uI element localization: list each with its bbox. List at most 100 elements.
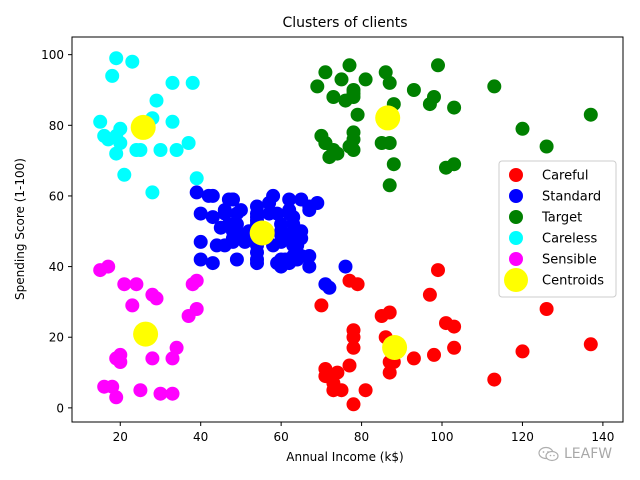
point-careless-17 [165,75,180,90]
point-careless-8 [113,136,128,150]
point-sensible-2 [101,259,116,274]
point-careless-19 [169,143,184,157]
point-target-8 [330,146,345,161]
legend-box [498,160,617,298]
point-sensible-21 [189,273,204,288]
legend-label-sensible: Sensible [542,253,597,268]
point-careful-32 [583,337,598,352]
point-standard-62 [286,210,301,225]
point-standard-53 [282,192,297,207]
point-target-36 [515,121,530,136]
point-standard-24 [233,203,248,218]
point-careful-9 [346,397,361,412]
point-target-0 [310,79,325,94]
point-target-16 [346,86,361,101]
legend: Careful Standard Target Careless Sensible Cen… [498,160,617,298]
point-careful-11 [346,340,361,355]
point-standard-78 [237,234,252,249]
point-target-6 [326,90,341,104]
point-target-33 [447,100,462,115]
point-careful-23 [422,287,437,302]
point-standard-35 [250,199,264,214]
point-target-30 [427,90,441,104]
y-tick-label-20: 20 [49,331,64,345]
point-standard-0 [189,185,204,200]
point-careful-12 [346,330,361,345]
y-tick-label-100: 100 [41,48,64,62]
point-standard-66 [294,224,309,239]
point-standard-22 [229,252,244,267]
point-careful-25 [431,263,445,278]
point-standard-6 [205,210,220,225]
y-tick-label-60: 60 [49,189,64,203]
legend-label-standard: Standard [542,190,601,205]
x-tick-label-80: 80 [354,430,369,444]
x-axis-label: Annual Income (k$) [286,450,403,464]
point-sensible-3 [105,379,120,394]
point-target-31 [431,58,445,73]
centroid-point-1 [249,220,275,246]
watermark: LEAFW [538,444,630,464]
point-target-11 [342,58,357,73]
point-sensible-15 [153,386,168,401]
point-target-24 [382,136,397,150]
point-target-9 [334,72,349,87]
y-tick-label-40: 40 [49,260,64,274]
legend-label-centroids: Centroids [542,274,604,289]
point-standard-77 [229,217,244,232]
point-target-18 [346,143,361,157]
point-careful-13 [350,277,365,292]
point-careful-6 [334,383,349,398]
point-standard-1 [193,206,208,221]
point-target-19 [350,107,365,122]
point-sensible-11 [133,383,148,398]
point-sensible-7 [113,355,128,369]
x-tick-label-60: 60 [273,430,288,444]
point-careful-29 [487,372,502,387]
plot-frame [71,36,624,423]
point-careless-10 [125,54,140,69]
point-sensible-4 [109,390,124,405]
point-careful-31 [539,302,554,316]
wechat-icon [538,446,559,462]
y-tick-label-80: 80 [49,119,64,133]
point-careful-24 [427,347,441,362]
centroid-point-2 [382,335,408,360]
point-careless-21 [185,75,200,90]
point-careless-15 [149,93,164,108]
point-sensible-14 [149,291,164,306]
point-sensible-12 [145,351,160,366]
legend-marker-centroids [504,268,528,292]
point-target-25 [382,75,397,90]
point-target-20 [358,72,373,87]
point-standard-2 [193,234,208,249]
centroid-point-4 [133,321,159,347]
point-standard-73 [310,196,325,210]
legend-marker-careful [509,168,523,182]
point-sensible-8 [117,277,132,292]
data-points [93,51,598,412]
point-target-28 [406,83,421,97]
point-standard-12 [217,206,232,221]
point-careful-17 [382,305,397,320]
legend-label-target: Target [541,211,582,226]
legend-label-careless: Careless [542,232,597,247]
point-standard-41 [270,206,285,221]
point-careless-3 [105,68,120,83]
point-careless-12 [133,143,148,157]
point-target-35 [487,79,502,94]
centroid-point-0 [375,105,401,131]
chart-title: Clusters of clients [282,15,407,31]
point-careless-22 [189,171,204,186]
point-standard-39 [266,188,281,203]
point-target-23 [382,178,397,193]
legend-marker-standard [509,189,523,203]
point-careless-5 [109,51,124,66]
point-standard-33 [250,256,264,271]
x-tick-label-100: 100 [431,430,454,444]
point-sensible-18 [169,340,184,355]
point-standard-7 [205,256,220,271]
legend-marker-sensible [509,252,523,266]
point-careless-20 [181,136,196,150]
point-careless-9 [117,167,132,182]
